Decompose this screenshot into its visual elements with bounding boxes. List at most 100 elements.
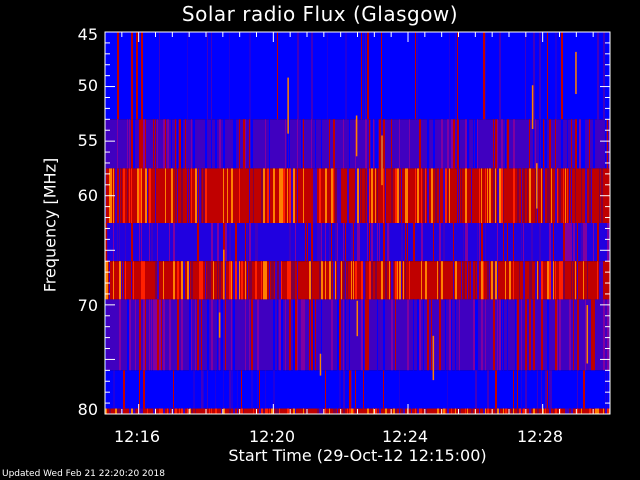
spectrum-stripe: [371, 223, 373, 262]
spectrum-stripe: [155, 261, 157, 300]
spectrum-stripe: [445, 408, 446, 414]
spectrum-stripe: [427, 168, 429, 223]
spectrum-stripe: [337, 408, 338, 414]
spectrum-stripe: [339, 261, 340, 300]
spectrum-stripe: [531, 223, 533, 262]
spectrum-stripe: [541, 299, 543, 371]
spectrum-stripe: [355, 261, 357, 300]
spectrum-stripe: [417, 408, 419, 414]
spectrum-stripe: [447, 168, 448, 223]
spectrum-stripe: [531, 261, 532, 300]
spectrum-stripe: [245, 299, 246, 371]
spectrum-stripe: [449, 299, 451, 371]
spectrum-stripe: [147, 168, 148, 223]
spectrum-stripe: [191, 119, 192, 169]
spectrum-stripe: [143, 370, 145, 409]
spectrum-stripe: [597, 32, 599, 120]
spectrum-stripe: [153, 408, 155, 414]
spectrum-stripe: [281, 299, 283, 371]
spectrum-stripe: [507, 223, 508, 262]
spectrum-stripe: [131, 261, 132, 300]
spectrum-stripe: [345, 299, 346, 371]
spectrum-stripe: [223, 119, 225, 169]
spectrum-stripe: [105, 408, 107, 414]
spectrum-stripe: [521, 299, 522, 371]
spectrum-stripe: [321, 408, 323, 414]
spectrum-stripe: [279, 261, 281, 300]
spectrum-stripe: [447, 408, 449, 414]
spectrum-stripe: [233, 119, 235, 169]
spectrum-stripe: [453, 261, 454, 300]
spectrum-stripe: [123, 370, 125, 409]
spectrum-stripe: [533, 119, 534, 169]
spectrum-stripe: [273, 168, 275, 223]
spectrum-stripe: [521, 370, 522, 409]
spectrum-stripe: [255, 223, 257, 262]
spectrum-stripe: [373, 408, 374, 414]
spectrum-stripe: [413, 223, 415, 262]
spectrum-stripe: [513, 370, 514, 409]
spectrum-stripe: [401, 261, 402, 300]
spectrum-stripe: [267, 168, 269, 223]
spectrum-stripe: [497, 299, 498, 371]
spectrum-stripe: [141, 168, 142, 223]
spectrum-stripe: [245, 223, 246, 262]
spectrum-stripe: [305, 408, 306, 414]
spectrum-stripe: [405, 223, 406, 262]
spectrum-stripe: [415, 408, 416, 414]
spectrum-stripe: [145, 299, 146, 371]
spectrum-stripe: [597, 408, 599, 414]
y-tick-label: 80: [77, 400, 98, 419]
spectrum-stripe: [577, 370, 578, 409]
spectrum-stripe: [547, 32, 548, 120]
spectrum-stripe: [133, 119, 135, 169]
spectrum-stripe: [123, 168, 125, 223]
spectrum-stripe: [439, 168, 440, 223]
spectrum-stripe: [329, 119, 330, 169]
spectrum-stripe: [605, 370, 606, 409]
spectrum-stripe: [231, 299, 232, 371]
spectrum-stripe: [495, 168, 496, 223]
spectrum-stripe: [469, 261, 470, 300]
flux-spike: [223, 249, 225, 300]
spectrum-stripe: [325, 408, 326, 414]
spectrum-stripe: [399, 370, 400, 409]
spectrum-stripe: [461, 168, 462, 223]
spectrum-stripe: [185, 119, 186, 169]
spectrum-stripe: [543, 408, 544, 414]
spectrum-stripe: [583, 119, 585, 169]
band-mid: [105, 119, 610, 169]
spectrum-stripe: [375, 408, 377, 414]
spectrum-stripe: [529, 168, 531, 223]
spectrum-stripe: [549, 168, 550, 223]
spectrum-stripe: [351, 370, 352, 409]
spectrum-stripe: [333, 261, 335, 300]
spectrum-stripe: [331, 261, 332, 300]
spectrum-stripe: [555, 299, 557, 371]
spectrum-stripe: [259, 370, 260, 409]
spectrum-stripe: [157, 299, 159, 371]
spectrum-stripe: [169, 408, 170, 414]
spectrum-stripe: [209, 408, 210, 414]
spectrum-stripe: [597, 223, 599, 262]
spectrum-stripe: [443, 223, 445, 262]
spectrum-stripe: [139, 119, 141, 169]
spectrum-stripe: [465, 119, 467, 169]
spectrum-stripe: [521, 168, 522, 223]
spectrum-stripe: [573, 223, 575, 262]
spectrum-stripe: [481, 168, 482, 223]
spectrum-stripe: [395, 261, 397, 300]
spectrum-stripe: [181, 261, 183, 300]
spectrum-stripe: [607, 299, 609, 371]
spectrum-stripe: [589, 119, 590, 169]
spectrum-stripe: [529, 408, 531, 414]
spectrum-stripe: [275, 261, 277, 300]
spectrum-stripe: [577, 223, 578, 262]
spectrum-stripe: [217, 223, 219, 262]
spectrum-stripe: [207, 261, 209, 300]
spectrum-stripe: [443, 408, 445, 414]
spectrum-stripe: [145, 119, 146, 169]
spectrum-stripe: [115, 168, 117, 223]
spectrum-stripe: [441, 119, 443, 169]
chart-title: Solar radio Flux (Glasgow): [181, 2, 459, 26]
